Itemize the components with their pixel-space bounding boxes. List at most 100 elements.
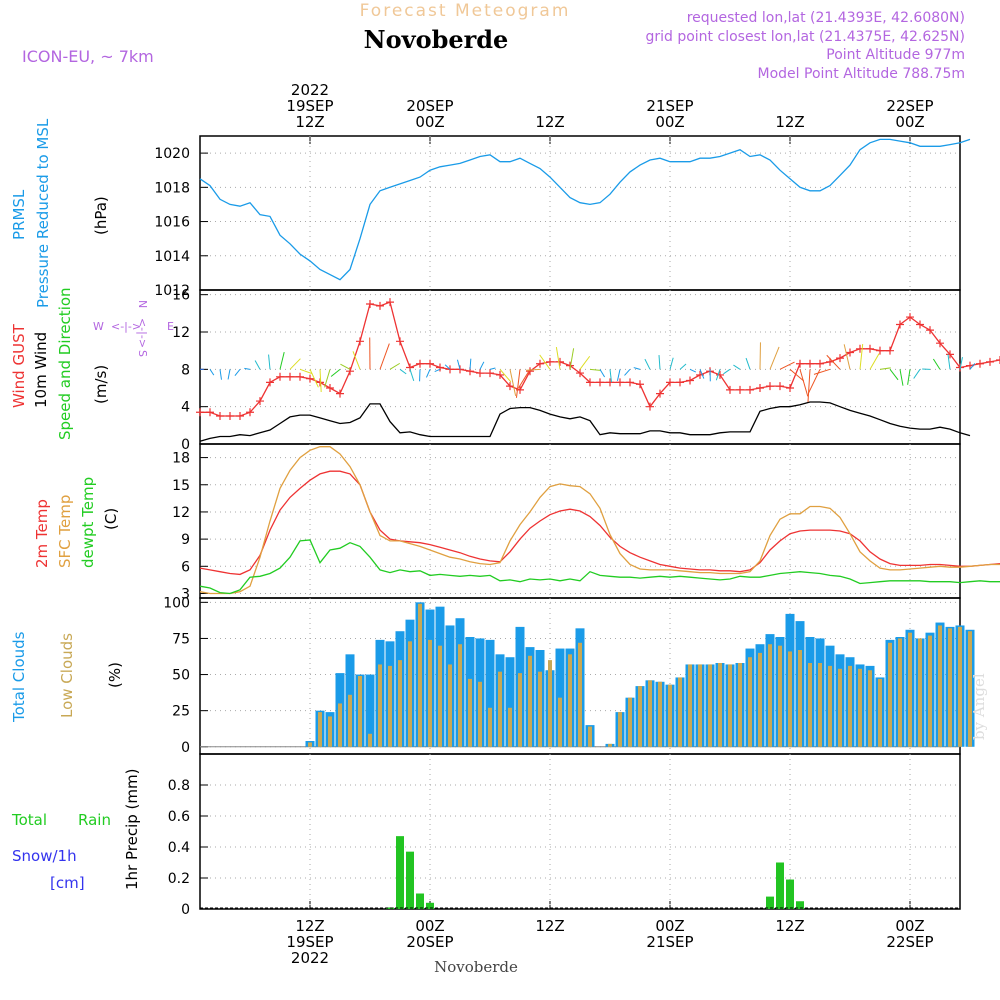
gust-marker bbox=[606, 378, 614, 387]
gust-marker bbox=[766, 382, 774, 391]
low-cloud-bar bbox=[478, 681, 482, 747]
rain-bar bbox=[406, 851, 414, 909]
gust-marker bbox=[506, 382, 514, 391]
temp-dew-label: dewpt Temp bbox=[79, 477, 97, 568]
low-cloud-bar bbox=[668, 684, 672, 747]
low-cloud-bar bbox=[418, 603, 422, 747]
wind-direction-arrow bbox=[469, 358, 472, 370]
low-cloud-bar bbox=[588, 726, 592, 747]
y-tick-label: 12 bbox=[172, 325, 190, 341]
wind-direction-arrow bbox=[299, 368, 313, 375]
gust-marker bbox=[346, 367, 354, 376]
wind-direction-arrow bbox=[309, 369, 319, 388]
gust-marker bbox=[286, 372, 294, 381]
y-tick-label: 0 bbox=[181, 902, 190, 918]
gust-marker bbox=[266, 378, 274, 387]
low-cloud-bar bbox=[768, 644, 772, 747]
y-tick-label: 3 bbox=[181, 586, 190, 602]
y-tick-label: 9 bbox=[181, 532, 190, 548]
wind-direction-arrow bbox=[959, 356, 963, 370]
low-cloud-bar bbox=[718, 663, 722, 747]
bottom-axis-label: 22SEP bbox=[886, 933, 933, 951]
low-clouds-label: Low Clouds bbox=[58, 633, 76, 718]
wind-panel: 0 4 8 12 16 bbox=[172, 288, 1000, 453]
gust-marker bbox=[936, 339, 944, 348]
gust-marker bbox=[946, 350, 954, 359]
top-axis-label: 00Z bbox=[415, 113, 444, 131]
model-name: ICON-EU, ~ 7km bbox=[22, 47, 154, 66]
gust-marker bbox=[836, 354, 844, 363]
gust-line bbox=[200, 301, 1000, 417]
top-axis-label: 00Z bbox=[895, 113, 924, 131]
wind-direction-arrow bbox=[434, 368, 441, 373]
bottom-axis-label: 21SEP bbox=[646, 933, 693, 951]
wind-direction-arrow bbox=[244, 367, 251, 370]
gust-marker bbox=[366, 300, 374, 308]
y-tick-label: 15 bbox=[172, 478, 190, 494]
wind-direction-arrow bbox=[279, 351, 285, 370]
low-cloud-bar bbox=[698, 664, 702, 747]
grid-point-coords: grid point closest lon,lat (21.4375E, 42… bbox=[645, 29, 965, 45]
y-tick-label: 4 bbox=[181, 400, 190, 416]
low-cloud-bar bbox=[408, 641, 412, 747]
gust-marker bbox=[806, 359, 814, 368]
low-cloud-bar bbox=[488, 707, 492, 747]
wind-dir-label: Speed and Direction bbox=[56, 287, 74, 440]
gust-marker bbox=[586, 378, 594, 387]
gust-marker bbox=[476, 369, 484, 378]
wind-direction-arrow bbox=[340, 363, 351, 370]
wind-direction-arrow bbox=[932, 358, 941, 370]
wind-direction-arrow bbox=[669, 357, 674, 370]
gust-marker bbox=[686, 376, 694, 385]
low-cloud-bar bbox=[808, 663, 812, 747]
y-tick-label: 6 bbox=[181, 559, 190, 575]
low-cloud-bar bbox=[828, 665, 832, 747]
gust-marker bbox=[316, 378, 324, 387]
y-tick-label: 0.8 bbox=[168, 778, 190, 794]
wind-direction-arrow bbox=[289, 358, 301, 370]
wind-direction-arrow bbox=[227, 369, 231, 380]
low-cloud-bar bbox=[928, 635, 932, 747]
wind-direction-arrow bbox=[813, 368, 831, 375]
gust-marker bbox=[646, 402, 654, 411]
gust-marker bbox=[426, 359, 434, 368]
low-cloud-bar bbox=[348, 694, 352, 747]
low-cloud-bar bbox=[898, 638, 902, 747]
gust-marker bbox=[556, 357, 564, 366]
wind-direction-arrow bbox=[515, 369, 521, 398]
gust-marker bbox=[876, 346, 884, 355]
pressure-line bbox=[199, 138, 971, 281]
wind-direction-arrow bbox=[319, 369, 322, 393]
temp-unit: (C) bbox=[102, 508, 120, 530]
gust-marker bbox=[336, 389, 344, 398]
low-cloud-bar bbox=[638, 686, 642, 747]
gust-marker bbox=[816, 359, 824, 368]
wind-direction-arrow bbox=[409, 369, 415, 382]
wind-direction-arrow bbox=[699, 369, 705, 379]
temp-sfc-line bbox=[199, 446, 1000, 595]
y-tick-label: 1014 bbox=[154, 249, 190, 265]
total-cloud-bar bbox=[555, 648, 565, 747]
rain-bar bbox=[426, 902, 434, 909]
panel-frame bbox=[199, 135, 961, 291]
rain-bar bbox=[396, 836, 404, 909]
wind-direction-arrow bbox=[624, 368, 631, 376]
low-cloud-bar bbox=[838, 668, 842, 747]
y-tick-label: 12 bbox=[172, 505, 190, 521]
wind-direction-arrow bbox=[769, 346, 780, 370]
low-cloud-bar bbox=[908, 632, 912, 747]
wind-direction-arrow bbox=[889, 369, 899, 381]
wind-direction-arrow bbox=[324, 369, 331, 388]
gust-marker bbox=[616, 378, 624, 387]
wind-direction-arrow bbox=[425, 369, 431, 378]
y-tick-label: 0 bbox=[181, 437, 190, 453]
gust-marker bbox=[626, 378, 634, 387]
wind-direction-arrow bbox=[518, 369, 531, 389]
wind-direction-arrow bbox=[444, 364, 451, 370]
bottom-axis-label: 12Z bbox=[535, 917, 564, 935]
gust-marker bbox=[926, 326, 934, 335]
y-tick-label: 16 bbox=[172, 288, 190, 304]
y-tick-label: 8 bbox=[181, 362, 190, 378]
